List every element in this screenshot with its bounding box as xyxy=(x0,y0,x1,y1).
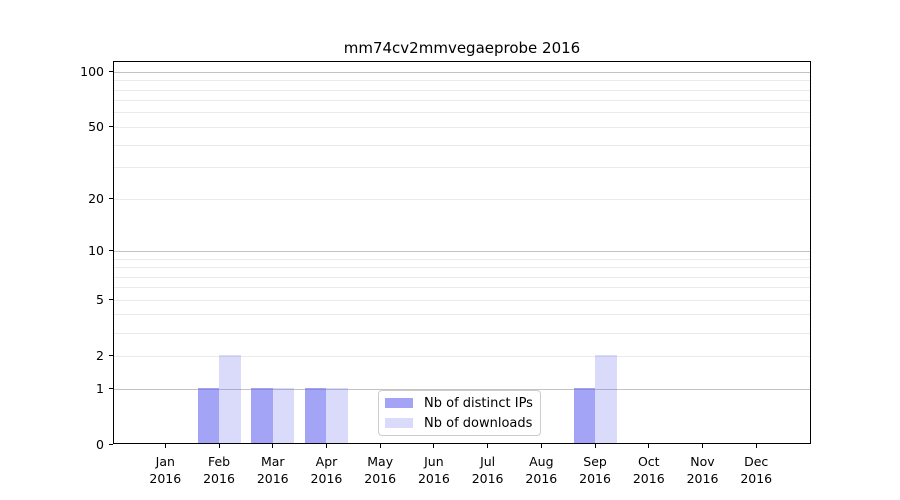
gridline-minor xyxy=(114,198,810,200)
y-tick-label: 10 xyxy=(88,242,104,258)
y-tick-mark xyxy=(109,125,113,127)
chart-title: mm74cv2mmvegaeprobe 2016 xyxy=(343,39,581,57)
x-tick-label: Sep 2016 xyxy=(579,454,611,486)
x-tick-mark xyxy=(272,444,274,448)
x-tick-mark xyxy=(648,444,650,448)
legend-swatch-distinct-ips xyxy=(385,398,413,408)
x-tick-mark xyxy=(540,444,542,448)
x-tick-label: Jan 2016 xyxy=(149,454,182,486)
legend-item-downloads: Nb of downloads xyxy=(385,415,532,431)
gridline-minor xyxy=(114,314,810,316)
bar-downloads xyxy=(595,355,617,443)
gridline-minor xyxy=(114,299,810,301)
x-tick-label: Jul 2016 xyxy=(471,454,504,486)
gridline-minor xyxy=(114,100,810,102)
plot-area xyxy=(113,61,811,444)
gridline-minor xyxy=(114,258,810,260)
x-tick-mark xyxy=(755,444,757,448)
gridline-minor xyxy=(114,80,810,82)
y-tick-mark xyxy=(109,197,113,199)
x-tick-label: Jun 2016 xyxy=(417,454,450,486)
bar-distinct-ips xyxy=(197,388,220,443)
x-tick-mark xyxy=(594,444,596,448)
gridline-minor xyxy=(114,167,810,169)
x-tick-mark xyxy=(164,444,166,448)
x-tick-label: Apr 2016 xyxy=(310,454,343,486)
y-tick-mark xyxy=(109,70,113,72)
bar-downloads xyxy=(272,388,295,443)
gridline-major xyxy=(114,71,810,73)
bar-distinct-ips xyxy=(251,388,273,443)
x-tick-label: Oct 2016 xyxy=(632,454,665,486)
gridline-minor xyxy=(114,355,810,357)
legend-box: Nb of distinct IPs Nb of downloads xyxy=(378,390,541,436)
gridline-minor xyxy=(114,126,810,128)
x-tick-mark xyxy=(379,444,381,448)
y-tick-label: 0 xyxy=(96,436,104,452)
y-tick-mark xyxy=(109,387,113,389)
bar-downloads xyxy=(219,355,241,443)
x-tick-mark xyxy=(487,444,489,448)
x-tick-label: Mar 2016 xyxy=(256,454,289,486)
legend-label-distinct-ips: Nb of distinct IPs xyxy=(424,395,533,411)
x-tick-mark xyxy=(702,444,703,448)
gridline-minor xyxy=(114,276,810,278)
x-tick-label: Feb 2016 xyxy=(203,454,235,486)
x-tick-label: Nov 2016 xyxy=(686,454,719,486)
y-tick-label: 1 xyxy=(96,380,104,396)
bar-distinct-ips xyxy=(304,388,327,443)
gridline-minor xyxy=(114,332,810,334)
y-tick-label: 2 xyxy=(96,347,104,363)
gridline-minor xyxy=(114,89,810,91)
x-tick-mark xyxy=(218,444,220,448)
y-tick-label: 20 xyxy=(88,190,104,206)
bar-distinct-ips xyxy=(573,388,596,443)
gridline-minor xyxy=(114,144,810,146)
gridline-minor xyxy=(114,267,810,268)
gridline-major xyxy=(114,250,810,252)
y-tick-mark xyxy=(109,249,113,251)
y-tick-mark xyxy=(109,354,113,356)
legend-label-downloads: Nb of downloads xyxy=(424,415,533,431)
y-tick-label: 100 xyxy=(80,63,104,79)
legend-swatch-downloads xyxy=(385,418,413,428)
legend-item-distinct-ips: Nb of distinct IPs xyxy=(385,395,533,411)
x-tick-label: Aug 2016 xyxy=(525,454,558,486)
x-tick-mark xyxy=(325,444,327,448)
x-tick-label: May 2016 xyxy=(364,454,397,486)
bar-downloads xyxy=(326,388,348,443)
x-tick-label: Dec 2016 xyxy=(740,454,773,486)
y-tick-label: 5 xyxy=(96,291,104,307)
y-tick-label: 50 xyxy=(88,118,104,134)
y-tick-mark xyxy=(109,298,113,300)
y-tick-mark xyxy=(109,443,113,445)
gridline-minor xyxy=(114,287,810,289)
gridline-minor xyxy=(114,112,810,114)
gridline-major xyxy=(114,388,810,390)
x-tick-mark xyxy=(433,444,435,448)
